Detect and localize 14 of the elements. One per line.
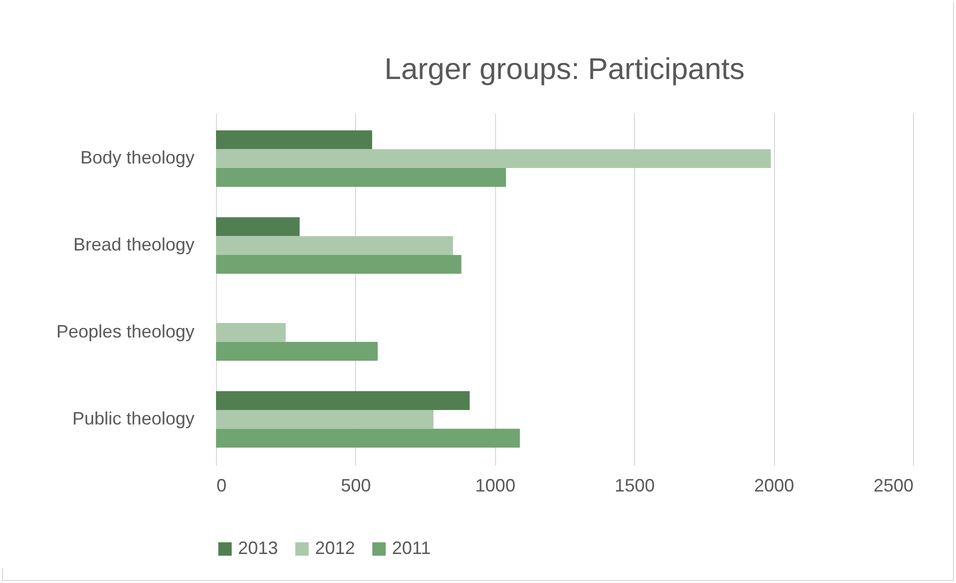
x-tick-label: 2500 <box>873 476 914 496</box>
y-tick-label: Bread theology <box>73 234 194 255</box>
y-tick-label: Public theology <box>72 408 194 428</box>
x-tick-label: 1500 <box>614 476 655 496</box>
chart-title: Larger groups: Participants <box>384 53 745 86</box>
x-tick-label: 500 <box>340 476 371 496</box>
x-tick-label: 2000 <box>754 476 794 496</box>
legend-label: 2012 <box>315 538 356 558</box>
y-tick-label: Peoples theology <box>56 321 194 342</box>
x-tick-label: 1000 <box>475 476 516 496</box>
legend-label: 2013 <box>238 538 278 558</box>
x-tick-label: 0 <box>216 476 227 496</box>
y-tick-label: Body theology <box>80 148 194 168</box>
legend-label: 2011 <box>392 538 431 558</box>
